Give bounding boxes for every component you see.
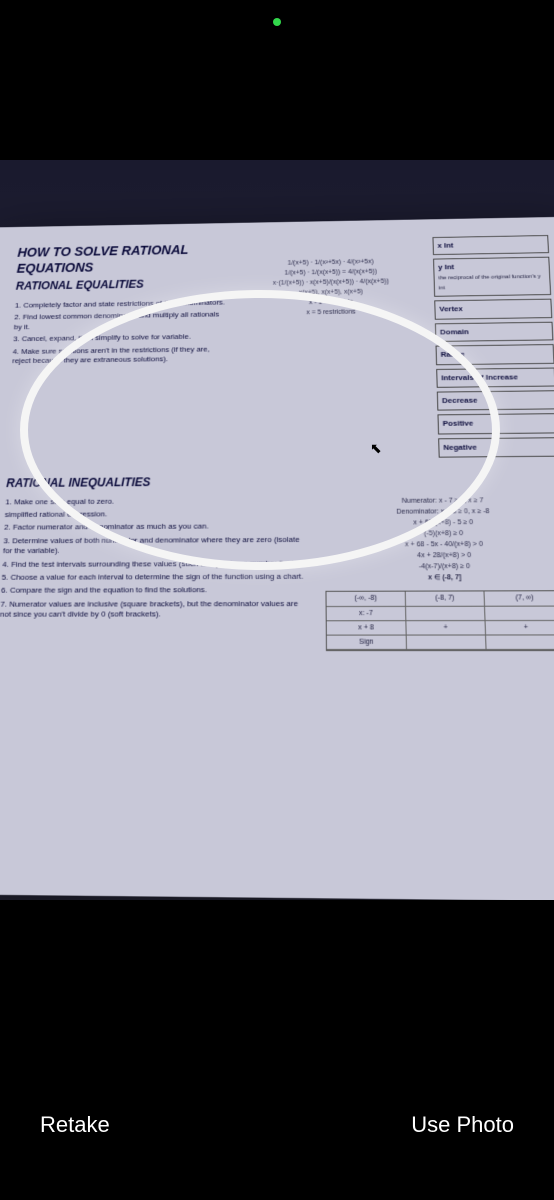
ineq-expr-3: x + 68 - 5x - 40/(x+8) > 0 — [325, 540, 554, 550]
table-row: x + 8 + + — [327, 621, 554, 636]
photo-preview: HOW TO SOLVE RATIONAL EQUATIONS RATIONAL… — [0, 160, 554, 900]
inequality-step-1b: simplified rational expression. — [5, 508, 306, 520]
vocab-vertex: Vertex — [434, 299, 552, 319]
worksheet-document: HOW TO SOLVE RATIONAL EQUATIONS RATIONAL… — [0, 217, 554, 900]
math-expr-1: 1/(x+5) · 1/(x²+5x) · 4/(x²+5x) — [248, 257, 414, 268]
cursor-icon: ⬉ — [370, 440, 382, 457]
vocab-yint: y Intthe reciprocal of the original func… — [433, 257, 551, 297]
equality-step-1: 1. Completely factor and state restricti… — [15, 298, 229, 311]
camera-indicator-icon — [273, 18, 281, 26]
inequality-step-1: 1. Make one side equal to zero. — [5, 495, 305, 507]
vocab-negative: Negative — [438, 437, 554, 458]
subtitle-inequalities: RATIONAL INEQUALITIES — [6, 472, 554, 491]
table-row: x: -7 — [327, 606, 554, 621]
sign-table: (-∞, -8) (-8, 7) (7, ∞) x: -7 x + 8 + + — [326, 591, 554, 651]
vocab-decrease: Decrease — [437, 390, 554, 411]
action-bar: Retake Use Photo — [0, 1080, 554, 1200]
denominator-expr: Denominator: x + 8 ≥ 0, x ≥ -8 — [325, 507, 554, 517]
subtitle-equalities: RATIONAL EQUALITIES — [16, 277, 229, 294]
table-row: Sign — [327, 635, 554, 650]
vocab-increase: Intervals of Increase — [436, 367, 554, 388]
math-expr-5: x - 1 = 4 Not in — [248, 297, 415, 308]
equality-step-3: 3. Cancel, expand, then simplify to solv… — [13, 332, 228, 344]
vocab-domain: Domain — [435, 322, 553, 343]
math-expr-3: x·(1/(x+5)) · x(x+5)/(x(x+5)) · 4/(x(x+5… — [248, 277, 415, 288]
ineq-expr-4: 4x + 28/(x+8) > 0 — [325, 551, 554, 561]
math-expr-6: x = 5 restrictions — [247, 308, 415, 319]
ineq-expr-2: (-5)(x+8) ≥ 0 — [325, 529, 554, 539]
inequality-step-2: 2. Factor numerator and denominator as m… — [4, 522, 305, 534]
inequality-step-3: 3. Determine values of both numerator an… — [3, 535, 306, 557]
inequality-step-7: 7. Numerator values are inclusive (squar… — [0, 599, 306, 621]
vocab-range: Range — [436, 344, 554, 365]
math-expr-2: 1/(x+5) · 1/(x(x+5)) = 4/(x(x+5)) — [248, 267, 415, 278]
inequality-step-5: 5. Choose a value for each interval to d… — [1, 572, 305, 583]
vocab-xint: x Int — [432, 235, 549, 255]
ineq-expr-5: -4(x-7)/(x+8) ≥ 0 — [325, 562, 554, 572]
equality-step-2: 2. Find lowest common denominator and mu… — [14, 310, 229, 332]
numerator-expr: Numerator: x - 7 ≥ 0, x ≥ 7 — [325, 496, 554, 506]
equality-step-4: 4. Make sure solutions aren't in the res… — [12, 344, 228, 366]
math-expr-4: x(x+5), x(x+5), x(x+5) — [248, 287, 415, 298]
table-header-row: (-∞, -8) (-8, 7) (7, ∞) — [327, 592, 554, 607]
retake-button[interactable]: Retake — [40, 1112, 110, 1138]
ineq-expr-1: x + 68/(x+8) - 5 ≥ 0 — [325, 518, 554, 528]
worksheet-title: HOW TO SOLVE RATIONAL EQUATIONS — [16, 241, 229, 277]
status-bar — [0, 0, 554, 44]
vocab-positive: Positive — [437, 413, 554, 434]
inequality-step-6: 6. Compare the sign and the equation to … — [1, 585, 306, 596]
interval-expr: x ∈ (-8, 7] — [326, 573, 554, 583]
inequality-step-4: 4. Find the test intervals surrounding t… — [2, 558, 305, 569]
use-photo-button[interactable]: Use Photo — [411, 1112, 514, 1138]
